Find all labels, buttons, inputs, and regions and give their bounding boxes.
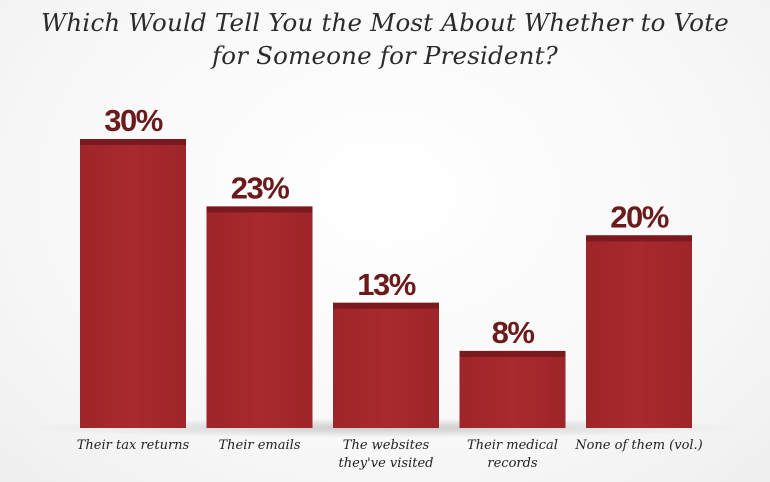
bar-cap-5 bbox=[586, 235, 692, 242]
value-label-2: 23% bbox=[231, 170, 289, 205]
bar-3 bbox=[333, 302, 439, 428]
chart-title-line-2: for Someone for President? bbox=[212, 41, 558, 70]
category-label-5: None of them (vol.) bbox=[574, 438, 703, 453]
bar-4 bbox=[459, 350, 566, 428]
bars-layer bbox=[80, 139, 692, 428]
labels-layer: 30% Their tax returns 23% Their emails 13% Th… bbox=[77, 103, 703, 471]
bar-cap-1 bbox=[80, 139, 186, 145]
category-label-3: The websites they've visited bbox=[339, 438, 434, 471]
category-label-4: Their medical records bbox=[467, 438, 558, 471]
bar-cap-4 bbox=[459, 350, 566, 357]
bar-1 bbox=[80, 139, 186, 428]
bar-2 bbox=[206, 206, 313, 428]
value-label-3: 13% bbox=[357, 267, 415, 302]
chart-title: Which Would Tell You the Most About Whet… bbox=[0, 6, 770, 72]
value-label-1: 30% bbox=[104, 103, 162, 138]
bar-cap-2 bbox=[206, 206, 313, 213]
value-label-4: 8% bbox=[492, 315, 535, 350]
value-label-5: 20% bbox=[610, 199, 668, 234]
category-label-1: Their tax returns bbox=[77, 438, 190, 453]
bar-5 bbox=[586, 235, 692, 428]
chart-title-line-1: Which Would Tell You the Most About Whet… bbox=[41, 8, 729, 37]
bar-cap-3 bbox=[333, 302, 439, 309]
category-label-2: Their emails bbox=[219, 438, 301, 453]
